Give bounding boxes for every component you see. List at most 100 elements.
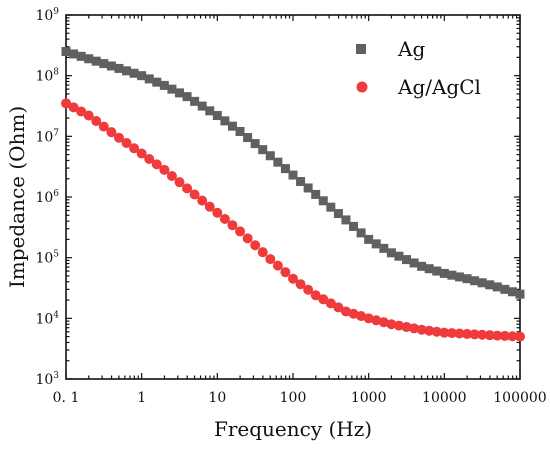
data-point-agagcl: [159, 164, 170, 175]
data-point-agagcl: [166, 170, 177, 181]
data-point-ag: [212, 111, 222, 121]
data-point-agagcl: [371, 315, 382, 326]
legend-label-ag: Ag: [397, 37, 425, 61]
y-tick-label: 109: [35, 7, 59, 24]
y-tick-label: 107: [35, 128, 59, 145]
y-tick-label: 104: [35, 310, 59, 327]
data-point-ag: [175, 88, 184, 98]
data-point-ag: [439, 268, 449, 278]
data-point-ag: [402, 255, 411, 265]
data-point-agagcl: [393, 320, 404, 331]
x-tick-label: 0. 1: [53, 390, 80, 406]
data-point-agagcl: [182, 183, 193, 194]
data-point-ag: [500, 284, 510, 294]
data-point-agagcl: [318, 294, 329, 305]
data-point-agagcl: [197, 195, 208, 206]
data-point-ag: [69, 49, 79, 59]
data-point-ag: [318, 196, 328, 206]
data-point-ag: [114, 63, 124, 73]
y-axis-title: Impedance (Ohm): [5, 106, 29, 288]
data-point-ag: [137, 71, 147, 81]
data-point-agagcl: [136, 148, 147, 159]
data-point-agagcl: [462, 328, 473, 339]
data-point-agagcl: [265, 254, 276, 265]
x-tick-label: 1000: [351, 390, 387, 406]
data-point-ag: [288, 170, 298, 180]
data-point-ag: [159, 80, 169, 90]
data-point-ag: [311, 189, 321, 199]
data-point-agagcl: [340, 306, 351, 317]
data-point-ag: [386, 248, 396, 258]
legend-label-agagcl: Ag/AgCl: [397, 75, 481, 99]
data-point-ag: [507, 287, 517, 297]
data-point-agagcl: [499, 330, 510, 341]
data-point-agagcl: [250, 240, 261, 251]
data-point-ag: [470, 276, 480, 286]
data-point-agagcl: [492, 330, 503, 341]
data-point-ag: [326, 202, 336, 212]
data-point-ag: [485, 280, 495, 290]
data-point-ag: [447, 270, 457, 280]
data-point-ag: [250, 139, 260, 149]
data-point-agagcl: [477, 329, 488, 340]
data-point-ag: [409, 258, 419, 268]
legend-marker-agagcl: [356, 81, 368, 93]
data-point-ag: [341, 215, 351, 225]
axis-ticks: [65, 14, 521, 380]
data-point-agagcl: [310, 290, 321, 301]
data-point-agagcl: [68, 102, 79, 113]
data-point-ag: [349, 221, 359, 231]
data-point-agagcl: [446, 328, 457, 339]
x-tick-labels: 0. 1 1 10 100 1000 10000 100000: [53, 390, 547, 406]
data-point-agagcl: [295, 279, 306, 290]
data-point-agagcl: [288, 273, 298, 284]
data-point-agagcl: [257, 247, 268, 258]
data-point-ag: [371, 239, 381, 249]
data-point-agagcl: [91, 116, 102, 127]
data-point-ag: [235, 126, 245, 136]
data-point-ag: [182, 92, 192, 102]
data-point-ag: [477, 278, 487, 288]
data-point-ag: [205, 106, 215, 116]
x-tick-label: 10000: [422, 390, 467, 406]
data-point-agagcl: [113, 132, 124, 143]
data-point-agagcl: [416, 324, 427, 335]
data-point-ag: [144, 74, 154, 84]
data-point-ag: [99, 59, 109, 69]
data-marks: [61, 47, 525, 342]
data-point-agagcl: [76, 106, 87, 117]
x-axis-title: Frequency (Hz): [214, 417, 372, 441]
data-point-agagcl: [303, 284, 314, 295]
data-point-agagcl: [386, 319, 397, 330]
data-point-ag: [243, 133, 253, 143]
legend: Ag Ag/AgCl: [356, 37, 481, 99]
data-point-ag: [432, 266, 442, 276]
data-point-agagcl: [129, 143, 140, 154]
data-point-ag: [227, 121, 237, 131]
data-point-ag: [190, 96, 200, 106]
data-point-agagcl: [348, 308, 359, 319]
data-point-agagcl: [333, 302, 344, 313]
data-point-agagcl: [219, 213, 230, 224]
x-tick-label: 1: [137, 390, 146, 406]
y-tick-label: 108: [35, 68, 59, 85]
data-point-ag: [303, 183, 313, 193]
data-point-agagcl: [469, 329, 480, 340]
data-point-ag: [296, 177, 306, 187]
data-point-ag: [265, 151, 275, 161]
data-point-agagcl: [106, 127, 117, 138]
data-point-ag: [515, 289, 525, 299]
data-point-ag: [492, 282, 502, 292]
legend-marker-ag: [356, 44, 366, 54]
data-point-agagcl: [401, 321, 412, 332]
data-point-ag: [356, 228, 366, 238]
data-point-ag: [454, 272, 464, 282]
data-point-ag: [333, 209, 343, 219]
data-point-ag: [280, 164, 290, 174]
data-point-ag: [122, 66, 132, 76]
data-point-ag: [91, 56, 101, 66]
data-point-ag: [379, 243, 389, 253]
y-tick-labels: 103 104 105 106 107 108 109: [35, 7, 59, 388]
data-point-agagcl: [61, 98, 71, 109]
